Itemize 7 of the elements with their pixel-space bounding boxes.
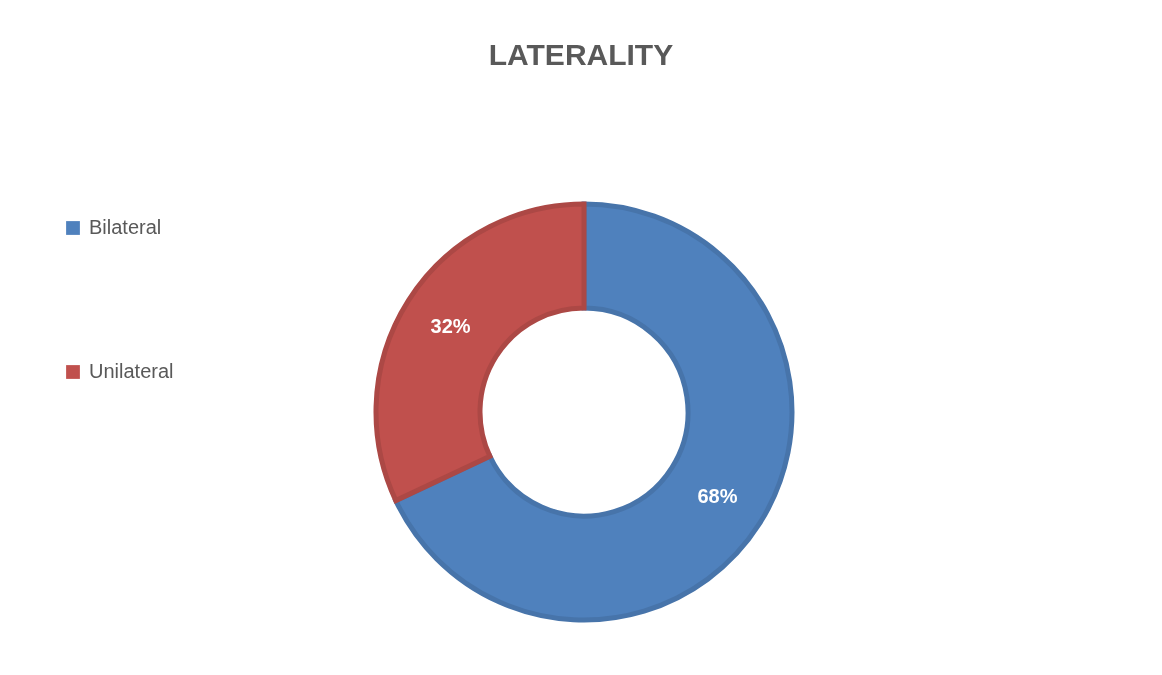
legend-label: Unilateral <box>89 360 174 382</box>
legend-label: Bilateral <box>89 216 162 238</box>
data-label: 32% <box>430 315 471 338</box>
donut-slice <box>373 201 587 504</box>
chart-title: LATERALITY <box>488 38 674 71</box>
data-label: 68% <box>697 484 738 507</box>
donut-slice <box>393 201 795 623</box>
